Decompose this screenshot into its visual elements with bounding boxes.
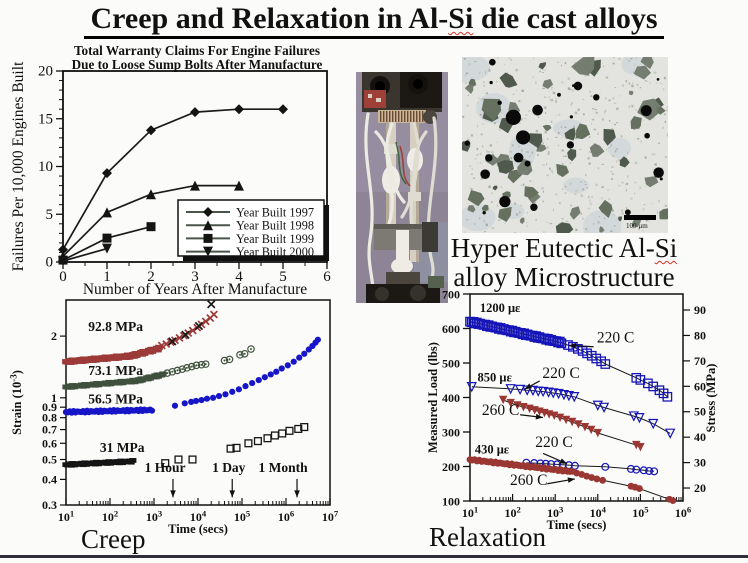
- svg-text:92.8 MPa: 92.8 MPa: [88, 319, 143, 334]
- title-misspelled-word: Si: [448, 2, 474, 35]
- slide-bottom-border: [0, 555, 748, 558]
- svg-text:31 MPa: 31 MPa: [100, 440, 145, 455]
- svg-text:1 Day: 1 Day: [212, 460, 246, 475]
- svg-text:0.6: 0.6: [42, 436, 57, 450]
- svg-text:Strain (10-3): Strain (10-3): [9, 370, 25, 435]
- relaxation-caption: Relaxation: [429, 522, 546, 552]
- svg-text:5: 5: [46, 207, 54, 223]
- svg-text:Year Built 1997: Year Built 1997: [236, 206, 314, 220]
- svg-text:0.4: 0.4: [42, 472, 57, 486]
- svg-text:220 C: 220 C: [535, 434, 572, 451]
- svg-text:105: 105: [234, 509, 250, 524]
- svg-text:56.5 MPa: 56.5 MPa: [88, 391, 143, 406]
- svg-text:2: 2: [51, 329, 57, 343]
- caption-part: Hyper Eutectic Al-: [450, 233, 655, 263]
- svg-text:0: 0: [59, 269, 67, 285]
- svg-text:100: 100: [442, 495, 460, 509]
- svg-text:Year Built 1998: Year Built 1998: [236, 219, 314, 233]
- svg-text:104: 104: [590, 505, 607, 520]
- svg-text:4: 4: [235, 269, 243, 285]
- svg-text:20: 20: [38, 64, 53, 80]
- svg-text:260 C: 260 C: [482, 402, 519, 419]
- svg-text:0: 0: [46, 255, 54, 271]
- creep-test-rig-photo: [356, 72, 448, 303]
- svg-text:260 C: 260 C: [510, 472, 547, 489]
- svg-text:Year Built 1999: Year Built 1999: [236, 232, 314, 246]
- svg-text:3: 3: [191, 269, 199, 285]
- svg-text:101: 101: [462, 505, 478, 520]
- svg-text:105: 105: [632, 505, 648, 520]
- svg-text:103: 103: [547, 505, 564, 520]
- svg-text:10: 10: [38, 159, 53, 175]
- svg-text:90: 90: [694, 303, 706, 317]
- svg-text:106: 106: [675, 505, 692, 520]
- svg-text:30: 30: [694, 456, 706, 470]
- caption-misspelled-word: Si: [654, 233, 678, 263]
- svg-text:103: 103: [146, 509, 163, 524]
- svg-text:0.3: 0.3: [42, 498, 57, 512]
- svg-text:600: 600: [442, 322, 460, 336]
- svg-text:Number of Years After Manufact: Number of Years After Manufacture: [83, 281, 307, 298]
- svg-text:200: 200: [442, 460, 460, 474]
- svg-text:102: 102: [102, 509, 118, 524]
- relaxation-chart: 101 102 103 104 105 106 100 200 300 400 500 600 700 2…: [426, 288, 718, 533]
- svg-text:220 C: 220 C: [542, 365, 579, 382]
- svg-text:300: 300: [442, 426, 460, 440]
- svg-text:0.7: 0.7: [42, 423, 57, 437]
- creep-chart: 101 102 103 104 105 106 107 0.3 0.4 0.5 0.60.70.80…: [9, 299, 339, 536]
- svg-text:500: 500: [442, 357, 460, 371]
- warranty-claims-chart: 0 1 2 3 4 5 6 0 5 10 15 20 Total Warranty Claims For…: [10, 43, 331, 298]
- title-part: Creep and Relaxation in Al-: [90, 2, 449, 35]
- microstructure-caption: Hyper Eutectic Al-Si alloy Microstructur…: [448, 234, 680, 292]
- svg-text:0.5: 0.5: [42, 453, 57, 467]
- svg-text:0.8: 0.8: [42, 411, 57, 425]
- svg-text:102: 102: [504, 505, 520, 520]
- svg-text:Time (secs): Time (secs): [547, 518, 607, 532]
- svg-text:220 C: 220 C: [597, 329, 634, 346]
- svg-text:1 Hour: 1 Hour: [145, 460, 186, 475]
- svg-text:5: 5: [279, 269, 287, 285]
- svg-text:107: 107: [322, 509, 339, 524]
- svg-text:Time (secs): Time (secs): [168, 522, 228, 536]
- svg-text:1: 1: [103, 269, 111, 285]
- svg-text:Failures Per 10,000 Engines Bu: Failures Per 10,000 Engines Built: [10, 61, 27, 271]
- svg-text:2: 2: [147, 269, 155, 285]
- slide-title-text: Creep and Relaxation in Al-Si die cast a…: [84, 2, 664, 39]
- svg-text:1: 1: [51, 391, 57, 405]
- svg-text:70: 70: [694, 354, 706, 368]
- svg-text:Due to Loose Sump Bolts After: Due to Loose Sump Bolts After Manufactur…: [72, 57, 323, 72]
- svg-text:104: 104: [190, 509, 207, 524]
- svg-text:0.9: 0.9: [42, 400, 57, 414]
- svg-text:6: 6: [323, 269, 331, 285]
- svg-text:100 µm: 100 µm: [626, 222, 648, 230]
- svg-text:50: 50: [694, 405, 706, 419]
- svg-text:15: 15: [38, 111, 53, 127]
- svg-text:80: 80: [694, 328, 706, 342]
- microstructure-caption-line2: alloy Microstructure: [453, 262, 675, 292]
- title-part: die cast alloys: [473, 2, 658, 35]
- svg-text:106: 106: [278, 509, 295, 524]
- microstructure-photo: 100 µm: [462, 57, 668, 233]
- svg-text:Year Built 2000: Year Built 2000: [236, 245, 314, 259]
- svg-text:Stress (MPa): Stress (MPa): [704, 364, 718, 433]
- svg-text:1200 με: 1200 με: [480, 301, 521, 315]
- microstructure-caption-line1: Hyper Eutectic Al-Si: [448, 234, 680, 263]
- svg-text:Total Warranty Claims For Engi: Total Warranty Claims For Engine Failure…: [74, 43, 320, 58]
- svg-text:1 Month: 1 Month: [259, 460, 309, 475]
- svg-text:60: 60: [694, 379, 706, 393]
- slide-title: Creep and Relaxation in Al-Si die cast a…: [0, 2, 748, 39]
- svg-text:400: 400: [442, 391, 460, 405]
- svg-text:40: 40: [694, 430, 706, 444]
- svg-text:101: 101: [58, 509, 74, 524]
- creep-caption: Creep: [81, 524, 146, 554]
- svg-text:20: 20: [694, 481, 706, 495]
- svg-text:430 με: 430 με: [475, 443, 510, 457]
- svg-text:700: 700: [442, 288, 460, 302]
- svg-text:Measured Load (lbs): Measured Load (lbs): [426, 342, 440, 453]
- svg-text:850 με: 850 με: [478, 371, 513, 385]
- svg-text:73.1 MPa: 73.1 MPa: [88, 363, 143, 378]
